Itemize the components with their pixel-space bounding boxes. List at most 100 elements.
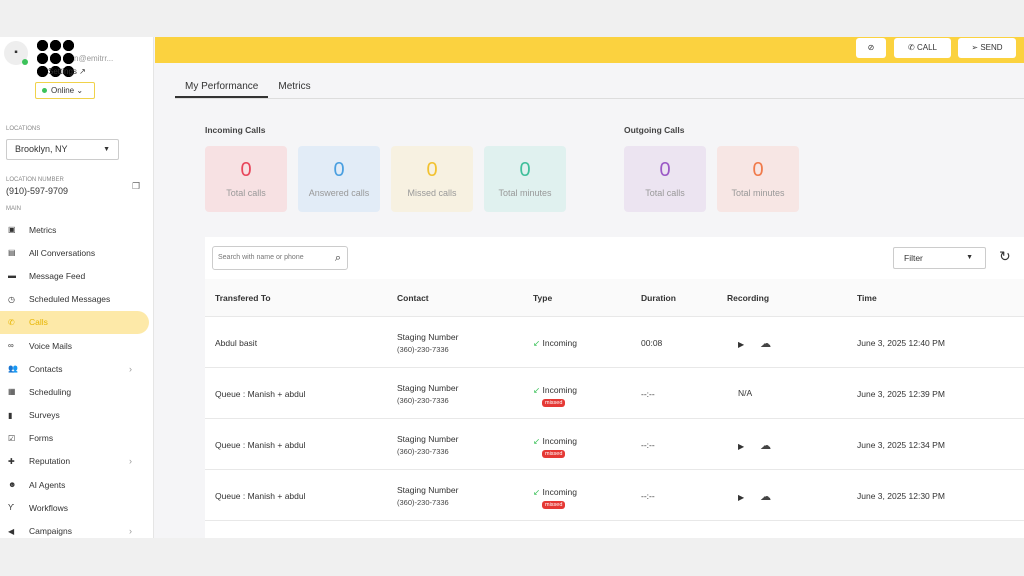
phone-icon: ✆ [8,317,15,327]
sidebar: ▪ n@emitrr... Settings ↗ Online ⌄ LOCATI… [0,37,154,538]
contact-phone: (360)-230-7336 [397,396,449,405]
incoming-arrow-icon: ↙ [533,385,541,395]
divider [175,98,1024,99]
table-row[interactable]: Staging Number ↙ Incoming [205,521,1024,538]
contact: Staging Number (360)-230-7336 [397,383,458,405]
download-cloud-icon[interactable]: ☁ [760,491,772,503]
call-type: ↙ Incoming missed [533,487,577,509]
sidebar-item-message-feed[interactable]: ▬ Message Feed [0,264,154,287]
sidebar-item-label: Scheduled Messages [29,294,111,305]
sidebar-item-workflows[interactable]: Ƴ Workflows [0,496,154,519]
sidebar-item-contacts[interactable]: 👥 Contacts › [0,357,154,380]
sidebar-item-label: AI Agents [29,479,66,490]
call-type: ↙ Incoming missed [533,436,577,458]
table-row[interactable]: Abdul basit Staging Number (360)-230-7336… [205,317,1024,368]
sidebar-item-ai-agents[interactable]: ☻ AI Agents [0,473,154,496]
people-icon: 👥 [8,364,18,374]
incoming-arrow-icon: ↙ [533,338,541,348]
sidebar-item-scheduled-messages[interactable]: ◷ Scheduled Messages [0,288,154,311]
sidebar-item-campaigns[interactable]: ◀ Campaigns › [0,519,154,538]
settings-link[interactable]: Settings ↗ [48,67,86,76]
sidebar-item-forms[interactable]: ☑ Forms [0,427,154,450]
location-number: (910)-597-9709 [6,186,69,196]
calls-panel: Search with name or phone ⌕ Filter ▼ ↻ Tra… [205,237,1024,538]
user-email: n@emitrr... [74,54,114,63]
send-button[interactable]: ➢ SEND [958,38,1016,58]
sidebar-item-reputation[interactable]: ✚ Reputation › [0,450,154,473]
contact: Staging Number [397,536,458,538]
contact: Staging Number (360)-230-7336 [397,332,458,354]
message-icon: ▬ [8,271,16,281]
refresh-icon[interactable]: ↻ [999,248,1011,264]
card-value: 0 [752,159,764,181]
megaphone-icon: ◀ [8,526,15,536]
clock-icon: ◷ [8,294,15,304]
incoming-arrow-icon: ↙ [533,436,541,446]
status-dropdown[interactable]: Online ⌄ [35,82,95,99]
video-off-icon: ⊘ [867,43,875,52]
sidebar-item-label: Scheduling [29,386,72,397]
outgoing-card: 0 Total calls [624,146,706,212]
chevron-down-icon: ⌄ [76,86,84,95]
play-icon[interactable]: ▶ [738,442,745,451]
search-icon: ⌕ [334,252,341,264]
chat-icon: ▤ [8,248,16,258]
phone-icon: ✆ [908,43,915,52]
call-type: ↙ Incoming missed [533,385,577,407]
call-time: June 3, 2025 12:34 PM [857,440,945,450]
contact: Staging Number (360)-230-7336 [397,485,458,507]
sidebar-item-all-conversations[interactable]: ▤ All Conversations [0,241,154,264]
tab-my-performance[interactable]: My Performance [175,81,269,98]
call-button[interactable]: ✆ CALL [894,38,951,58]
card-value: 0 [426,159,438,181]
download-cloud-icon[interactable]: ☁ [760,338,772,350]
contact-name: Staging Number [397,332,459,342]
avatar[interactable]: ▪ [4,41,28,65]
filter-dropdown[interactable]: Filter ▼ [893,247,986,269]
incoming-card: 0 Missed calls [391,146,473,212]
play-icon[interactable]: ▶ [738,340,745,349]
external-link-icon: ↗ [79,67,86,76]
transferred-to: Abdul basit [215,338,258,348]
chevron-right-icon: › [129,363,132,374]
recording: ▶ ☁ [738,490,771,503]
transferred-to: Queue : Manish + abdul [215,440,306,450]
contact-phone: (360)-230-7336 [397,447,449,456]
search-input[interactable]: Search with name or phone ⌕ [212,246,348,270]
card-value: 0 [519,159,531,181]
star-icon: ✚ [8,456,15,466]
incoming-card: 0 Answered calls [298,146,380,212]
missed-badge: missed [542,450,566,458]
table-row[interactable]: Queue : Manish + abdul Staging Number (36… [205,470,1024,521]
workflow-icon: Ƴ [8,503,15,513]
card-label: Total minutes [498,188,552,198]
chart-icon: ▣ [8,225,16,235]
contact-name: Staging Number [397,434,459,444]
call-time: June 3, 2025 12:40 PM [857,338,945,348]
duration: --:-- [641,491,655,501]
video-off-button[interactable]: ⊘ [856,38,886,58]
sidebar-item-voice-mails[interactable]: ∞ Voice Mails [0,334,154,357]
card-value: 0 [240,159,252,181]
table-row[interactable]: Queue : Manish + abdul Staging Number (36… [205,419,1024,470]
table-row[interactable]: Queue : Manish + abdul Staging Number (36… [205,368,1024,419]
transferred-to: Queue : Manish + abdul [215,491,306,501]
tab-metrics[interactable]: Metrics [278,81,311,92]
table-header: Transfered To Contact Type Duration Recordin… [205,279,1024,317]
incoming-card: 0 Total minutes [484,146,566,212]
sidebar-item-metrics[interactable]: ▣ Metrics [0,218,154,241]
caret-down-icon: ▼ [966,254,973,261]
calendar-icon: ▦ [8,387,16,397]
copy-icon[interactable]: ❐ [132,181,141,191]
card-value: 0 [659,159,671,181]
redaction-mark [36,39,76,77]
sidebar-item-label: Surveys [29,410,60,421]
sidebar-item-scheduling[interactable]: ▦ Scheduling [0,380,154,403]
column-header: Time [857,293,877,303]
sidebar-item-calls[interactable]: ✆ Calls [0,310,149,334]
play-icon[interactable]: ▶ [738,493,745,502]
download-cloud-icon[interactable]: ☁ [760,440,772,452]
sidebar-item-surveys[interactable]: ▮ Surveys [0,404,154,427]
location-select[interactable]: Brooklyn, NY ▼ [6,139,119,160]
robot-icon: ☻ [8,480,17,490]
